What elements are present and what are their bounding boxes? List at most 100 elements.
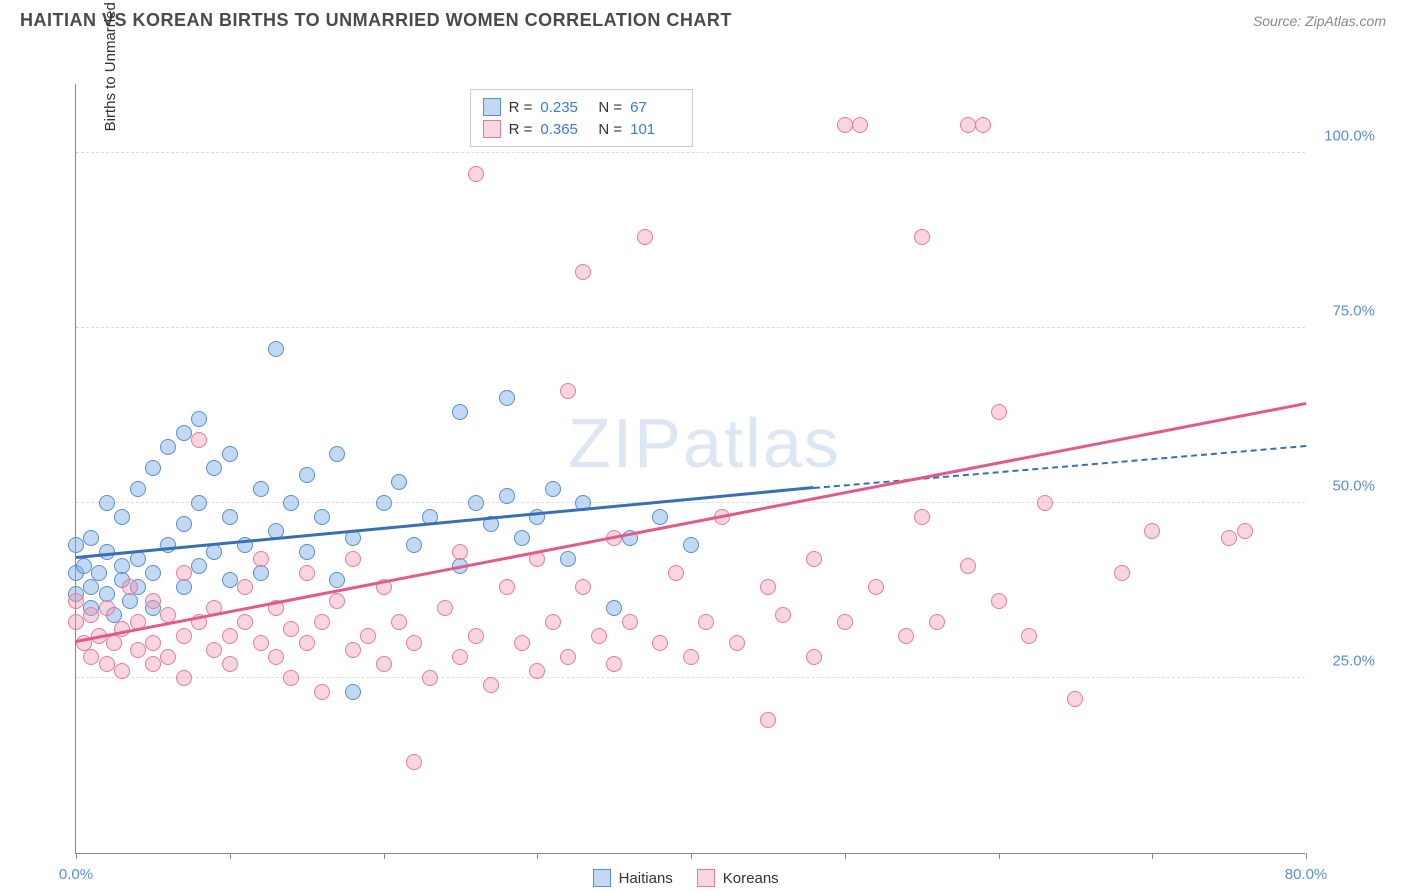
data-point — [268, 341, 284, 357]
data-point — [68, 537, 84, 553]
data-point — [268, 649, 284, 665]
data-point — [176, 565, 192, 581]
data-point — [760, 579, 776, 595]
data-point — [160, 649, 176, 665]
data-point — [606, 656, 622, 672]
data-point — [122, 579, 138, 595]
series-swatch — [483, 120, 501, 138]
data-point — [468, 166, 484, 182]
data-point — [114, 509, 130, 525]
data-point — [652, 635, 668, 651]
data-point — [837, 117, 853, 133]
gridline — [76, 327, 1305, 328]
r-label: R = — [509, 121, 533, 138]
watermark: ZIPatlas — [568, 403, 841, 483]
data-point — [83, 649, 99, 665]
data-point — [545, 481, 561, 497]
data-point — [806, 649, 822, 665]
x-tick — [384, 853, 385, 859]
legend-label: Haitians — [619, 870, 673, 887]
data-point — [852, 117, 868, 133]
data-point — [191, 558, 207, 574]
n-value: 67 — [630, 99, 680, 116]
gridline — [76, 152, 1305, 153]
r-label: R = — [509, 99, 533, 116]
data-point — [391, 614, 407, 630]
data-point — [345, 684, 361, 700]
x-tick — [76, 853, 77, 859]
data-point — [960, 117, 976, 133]
x-tick — [691, 853, 692, 859]
data-point — [622, 614, 638, 630]
data-point — [1114, 565, 1130, 581]
data-point — [314, 614, 330, 630]
n-label: N = — [598, 121, 622, 138]
data-point — [222, 509, 238, 525]
data-point — [406, 537, 422, 553]
r-value: 0.235 — [540, 99, 590, 116]
data-point — [1237, 523, 1253, 539]
legend-label: Koreans — [723, 870, 779, 887]
x-tick — [537, 853, 538, 859]
data-point — [83, 530, 99, 546]
data-point — [114, 663, 130, 679]
x-tick-label: 0.0% — [59, 866, 93, 883]
data-point — [468, 628, 484, 644]
data-point — [191, 411, 207, 427]
data-point — [929, 614, 945, 630]
data-point — [514, 530, 530, 546]
chart-title: HAITIAN VS KOREAN BIRTHS TO UNMARRIED WO… — [20, 10, 732, 31]
data-point — [314, 684, 330, 700]
data-point — [499, 579, 515, 595]
data-point — [299, 467, 315, 483]
data-point — [160, 439, 176, 455]
data-point — [299, 544, 315, 560]
data-point — [514, 635, 530, 651]
r-value: 0.365 — [540, 121, 590, 138]
data-point — [698, 614, 714, 630]
data-point — [1021, 628, 1037, 644]
data-point — [176, 628, 192, 644]
x-tick-label: 80.0% — [1285, 866, 1328, 883]
data-point — [130, 642, 146, 658]
data-point — [575, 579, 591, 595]
data-point — [991, 593, 1007, 609]
data-point — [898, 628, 914, 644]
data-point — [1144, 523, 1160, 539]
x-tick — [1152, 853, 1153, 859]
data-point — [122, 593, 138, 609]
data-point — [283, 670, 299, 686]
plot-area: ZIPatlas 25.0%50.0%75.0%100.0%0.0%80.0%R… — [75, 84, 1305, 854]
data-point — [1037, 495, 1053, 511]
data-point — [499, 390, 515, 406]
y-tick-label: 100.0% — [1324, 128, 1375, 145]
data-point — [437, 600, 453, 616]
y-tick-label: 75.0% — [1332, 303, 1375, 320]
n-label: N = — [598, 99, 622, 116]
data-point — [545, 614, 561, 630]
y-tick-label: 25.0% — [1332, 653, 1375, 670]
x-tick — [999, 853, 1000, 859]
data-point — [145, 593, 161, 609]
legend-swatch — [593, 869, 611, 887]
data-point — [452, 544, 468, 560]
data-point — [406, 635, 422, 651]
data-point — [560, 383, 576, 399]
data-point — [145, 460, 161, 476]
data-point — [68, 593, 84, 609]
data-point — [452, 404, 468, 420]
data-point — [914, 509, 930, 525]
data-point — [683, 537, 699, 553]
data-point — [1221, 530, 1237, 546]
data-point — [468, 495, 484, 511]
data-point — [760, 712, 776, 728]
data-point — [668, 565, 684, 581]
data-point — [299, 635, 315, 651]
data-point — [406, 754, 422, 770]
data-point — [106, 635, 122, 651]
data-point — [360, 628, 376, 644]
legend-swatch — [697, 869, 715, 887]
data-point — [99, 656, 115, 672]
x-tick — [845, 853, 846, 859]
data-point — [237, 579, 253, 595]
